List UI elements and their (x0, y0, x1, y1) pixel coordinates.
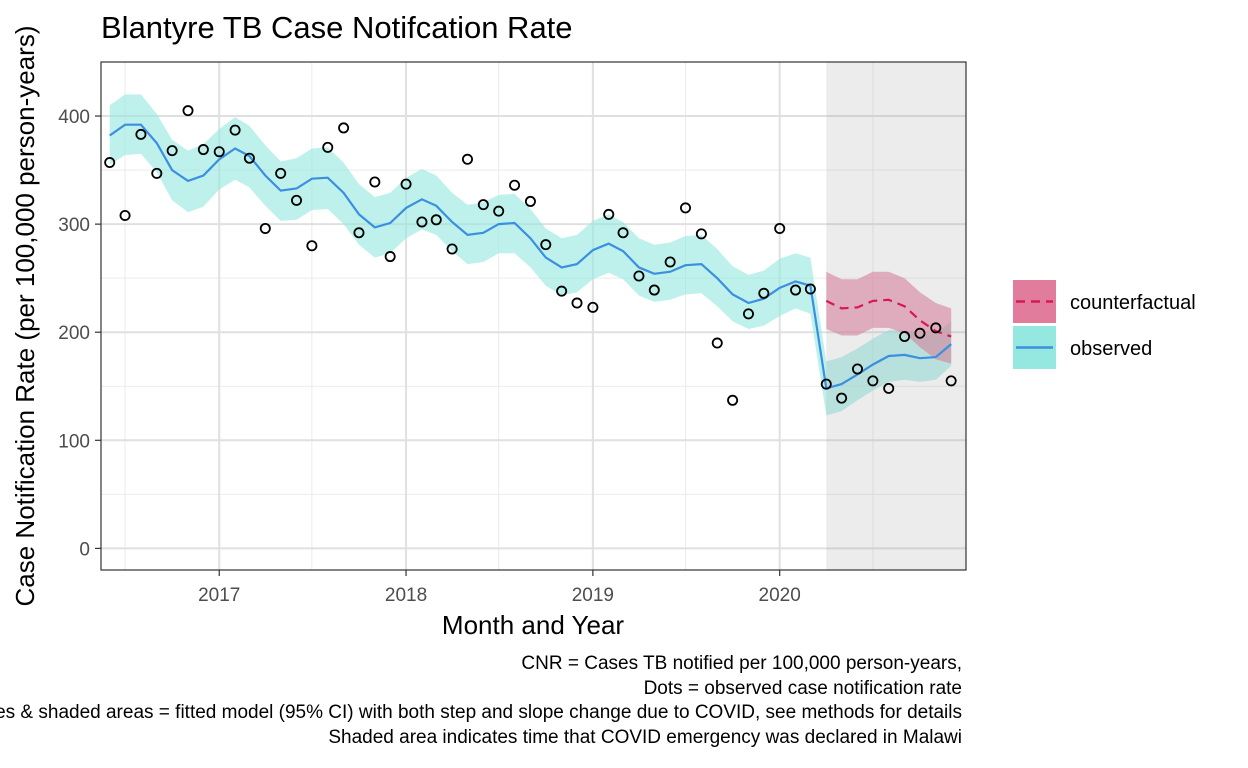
observed-point (182, 105, 194, 117)
y-tick-label: 400 (58, 107, 90, 128)
y-tick-label: 100 (58, 431, 90, 452)
observed-point (851, 363, 863, 375)
observed-point (446, 243, 458, 255)
y-axis-title: Case Notification Rate (per 100,000 pers… (10, 26, 40, 607)
observed-point (930, 322, 942, 334)
observed-point (306, 240, 318, 252)
observed-point (774, 222, 786, 234)
observed-point (540, 239, 552, 251)
panel (101, 62, 966, 570)
observed-point (104, 157, 116, 169)
x-tick-label: 2019 (572, 585, 614, 606)
observed-point (820, 378, 832, 390)
observed-point (197, 144, 209, 156)
observed-point (135, 128, 147, 140)
legend-label-observed: observed (1070, 338, 1152, 360)
y-tick-label: 0 (79, 539, 90, 560)
observed-point (742, 308, 754, 320)
observed-point (430, 214, 442, 226)
observed-point (509, 179, 521, 191)
observed-point (119, 209, 131, 221)
caption-line: Dots = observed case notification rate (643, 677, 962, 699)
observed-point (384, 251, 396, 263)
observed-point (571, 297, 583, 309)
observed-point (899, 331, 911, 343)
observed-point (229, 124, 241, 136)
observed-point (322, 141, 334, 153)
caption-line: Lines & shaded areas = fitted model (95%… (0, 702, 962, 723)
y-tick-label: 300 (58, 215, 90, 236)
observed-point (883, 382, 895, 394)
observed-point (291, 194, 303, 206)
x-axis-ticks: 2017 2018 2019 2020 (198, 570, 801, 606)
y-axis-ticks: 0 100 200 300 400 (58, 107, 101, 560)
caption-line: CNR = Cases TB notified per 100,000 pers… (521, 653, 962, 674)
observed-point (680, 202, 692, 214)
observed-point (213, 146, 225, 158)
observed-point (617, 227, 629, 239)
chart-title: Blantyre TB Case Notifcation Rate (101, 10, 573, 45)
x-tick-label: 2020 (759, 585, 801, 606)
observed-point (369, 176, 381, 188)
observed-point (259, 222, 271, 234)
x-tick-label: 2018 (385, 585, 427, 606)
observed-point (587, 301, 599, 313)
observed-point (836, 392, 848, 404)
observed-point (914, 327, 926, 339)
plot-area (100, 61, 967, 571)
observed-point (711, 337, 723, 349)
observed-point (166, 145, 178, 157)
y-tick-label: 200 (58, 323, 90, 344)
observed-point (790, 284, 802, 296)
observed-point (477, 199, 489, 211)
observed-point (353, 227, 365, 239)
caption-line: Shaded area indicates time that COVID em… (328, 726, 962, 748)
observed-point (556, 285, 568, 297)
observed-point (400, 178, 412, 190)
observed-point (648, 284, 660, 296)
x-tick-label: 2017 (198, 585, 240, 606)
x-axis-title: Month and Year (442, 610, 624, 640)
legend: counterfactual observed (1013, 280, 1196, 369)
observed-point (633, 270, 645, 282)
counterfactual-ribbon (826, 271, 952, 364)
counterfactual-line (825, 298, 952, 338)
observed-ribbon (109, 94, 952, 416)
panel-border (100, 61, 967, 571)
observed-point (945, 375, 957, 387)
observed-point (275, 167, 287, 179)
legend-label-counterfactual: counterfactual (1070, 292, 1196, 314)
observed-point (727, 394, 739, 406)
observed-point (493, 205, 505, 217)
observed-line (109, 123, 952, 390)
observed-point (804, 283, 816, 295)
observed-point (151, 167, 163, 179)
observed-point (603, 208, 615, 220)
observed-point (524, 195, 536, 207)
observed-point (758, 287, 770, 299)
covid-shaded-region (826, 62, 966, 570)
observed-point (338, 122, 350, 134)
observed-point (461, 153, 473, 165)
observed-point (416, 216, 428, 228)
observed-point (243, 152, 255, 164)
observed-point (867, 375, 879, 387)
chart-caption: CNR = Cases TB notified per 100,000 pers… (0, 652, 962, 750)
observed-point (664, 256, 676, 268)
observed-point (695, 228, 707, 240)
